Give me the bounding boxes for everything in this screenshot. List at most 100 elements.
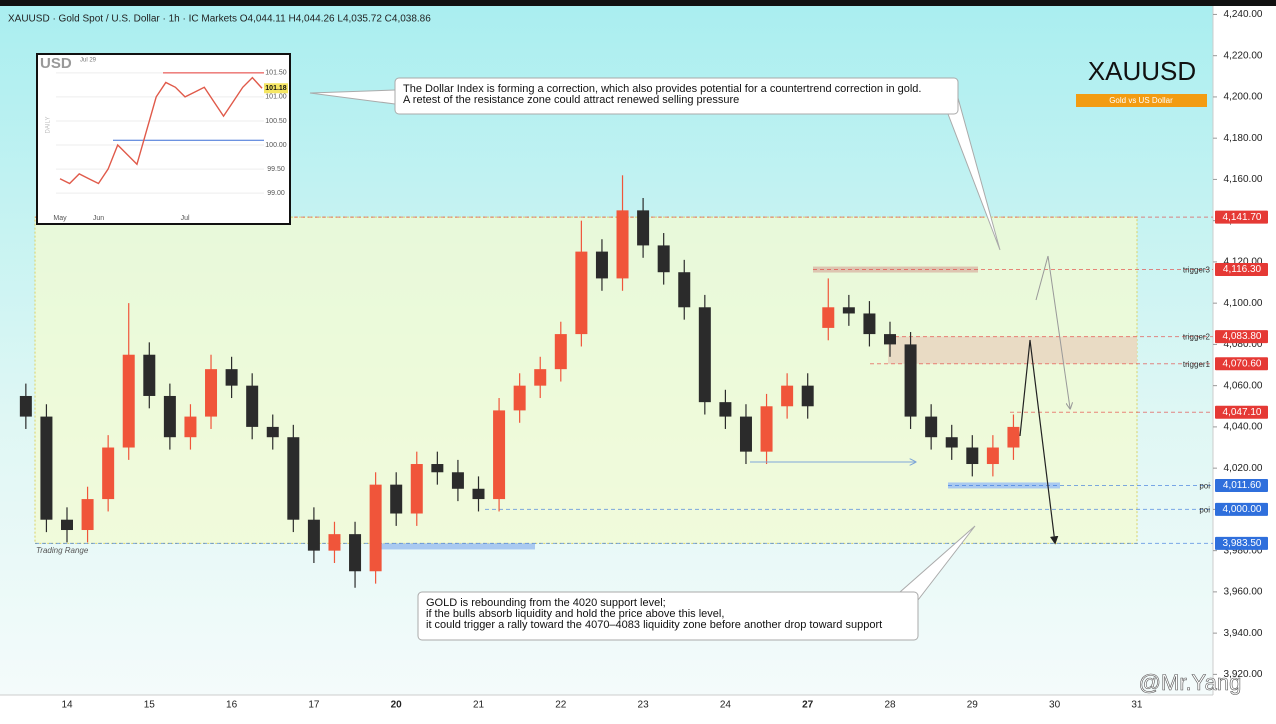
- chart-subtitle: Gold vs US Dollar: [1109, 96, 1173, 105]
- level-tag: [1215, 536, 1268, 550]
- inset-tick-label: 101.50: [265, 70, 287, 77]
- chart-header: XAUUSD · Gold Spot / U.S. Dollar · 1h · …: [8, 14, 431, 25]
- subtitle-banner: [1076, 94, 1207, 107]
- inset-x-label: May: [53, 215, 67, 222]
- annotation-box: [394, 77, 959, 115]
- candle-body: [945, 437, 958, 448]
- level-label: 4,141.70: [1223, 212, 1262, 223]
- level-tag: [1215, 210, 1268, 224]
- y-tick-label: 3,940.00: [1224, 628, 1263, 639]
- candle-body: [225, 369, 238, 386]
- level-label: 4,011.60: [1223, 480, 1262, 491]
- level-name: trigger1: [1183, 360, 1211, 369]
- level-tag: [1215, 330, 1268, 344]
- callout: [899, 525, 976, 601]
- y-tick-label: 3,980.00: [1224, 545, 1263, 556]
- candle-body: [925, 416, 938, 438]
- y-tick-label: 3,960.00: [1224, 587, 1263, 598]
- candle-body: [678, 272, 691, 308]
- x-tick-label: 20: [391, 700, 403, 711]
- candle-body: [163, 395, 176, 438]
- candle-body: [205, 369, 218, 417]
- annotation-text: The Dollar Index is forming a correction…: [403, 83, 921, 95]
- candle-body: [61, 519, 73, 531]
- candle-body: [266, 426, 279, 438]
- inset-x-label: Jul: [181, 215, 190, 222]
- level-label: 3,983.50: [1223, 538, 1262, 549]
- inset-x-label: Jun: [93, 215, 104, 222]
- candle-body: [966, 447, 979, 465]
- y-tick-label: 4,040.00: [1224, 422, 1263, 433]
- candles-layer: [19, 175, 1020, 588]
- candle-body: [19, 395, 32, 417]
- x-tick-label: 14: [61, 700, 73, 711]
- x-tick-label: 16: [226, 700, 238, 711]
- chart-title: XAUUSD: [1088, 56, 1196, 86]
- candle-body: [493, 410, 506, 500]
- liquidity-zone: [888, 336, 1137, 364]
- candle-body: [410, 464, 423, 514]
- foreground-layer: 4,240.00 4,220.00 4,200.00 4,180.00 4,160.00…: [36, 9, 1268, 711]
- candle-body: [595, 251, 608, 279]
- candle-body: [328, 534, 341, 551]
- inset-frame: [36, 53, 291, 225]
- level-name: trigger3: [1183, 266, 1211, 275]
- candle-body: [842, 307, 855, 314]
- inset-last-label: 101.18: [265, 85, 287, 92]
- y-tick-label: 4,160.00: [1224, 174, 1263, 185]
- candle-body: [472, 488, 485, 500]
- projection-arrow: [1035, 255, 1049, 301]
- inset-symbol: USD: [40, 55, 72, 72]
- callout: [309, 89, 396, 105]
- annotation-text: GOLD is rebounding from the 4020 support…: [426, 597, 666, 609]
- x-tick-label: 15: [144, 700, 156, 711]
- candle-body: [143, 354, 156, 396]
- level-name: trigger2: [1183, 333, 1211, 342]
- candle-body: [884, 334, 896, 345]
- level-label: 4,083.80: [1223, 331, 1262, 342]
- y-tick-label: 3,920.00: [1224, 669, 1263, 680]
- projection-arrow: [1047, 255, 1070, 408]
- x-tick-label: 21: [473, 700, 485, 711]
- candle-body: [739, 416, 752, 452]
- y-tick-label: 4,220.00: [1224, 50, 1263, 61]
- candle-body: [184, 416, 197, 438]
- level-label: 4,047.10: [1223, 407, 1262, 418]
- y-tick-label: 4,020.00: [1224, 463, 1263, 474]
- x-tick-label: 24: [720, 700, 732, 711]
- support-zone: [370, 543, 535, 550]
- top-bar: [0, 0, 1276, 6]
- candle-body: [369, 484, 382, 572]
- candle-body: [287, 437, 300, 520]
- level-name: poi: [1199, 482, 1210, 491]
- x-tick-label: 23: [638, 700, 650, 711]
- candle-body: [40, 416, 53, 520]
- candle-body: [390, 484, 403, 514]
- watermark: @Mr.Yang: [1139, 670, 1242, 695]
- level-tag: [1215, 405, 1268, 419]
- candle-body: [719, 402, 732, 417]
- y-tick-label: 4,060.00: [1224, 380, 1263, 391]
- inset-tick-label: 99.50: [267, 166, 285, 173]
- annotation-text: it could trigger a rally toward the 4070…: [426, 619, 882, 631]
- candle-body: [513, 385, 526, 411]
- y-tick-label: 4,080.00: [1224, 339, 1263, 350]
- inset-timeframe: DAILY: [46, 117, 52, 134]
- candle-body: [534, 369, 547, 386]
- candle-body: [554, 334, 567, 370]
- y-tick-label: 4,120.00: [1224, 257, 1263, 268]
- y-tick-label: 4,200.00: [1224, 92, 1263, 103]
- range-label: Trading Range: [36, 546, 89, 555]
- level-tag: [1215, 502, 1268, 516]
- candle-body: [1007, 426, 1020, 448]
- candle-body: [451, 472, 464, 489]
- inset-tick-label: 100.50: [265, 118, 287, 125]
- inset-last-tag: [264, 83, 288, 94]
- level-tag: [1215, 263, 1268, 277]
- x-tick-label: 30: [1049, 700, 1061, 711]
- callout: [947, 97, 1001, 251]
- annotation-text: A retest of the resistance zone could at…: [403, 94, 739, 106]
- candle-body: [616, 210, 629, 279]
- x-tick-label: 17: [308, 700, 320, 711]
